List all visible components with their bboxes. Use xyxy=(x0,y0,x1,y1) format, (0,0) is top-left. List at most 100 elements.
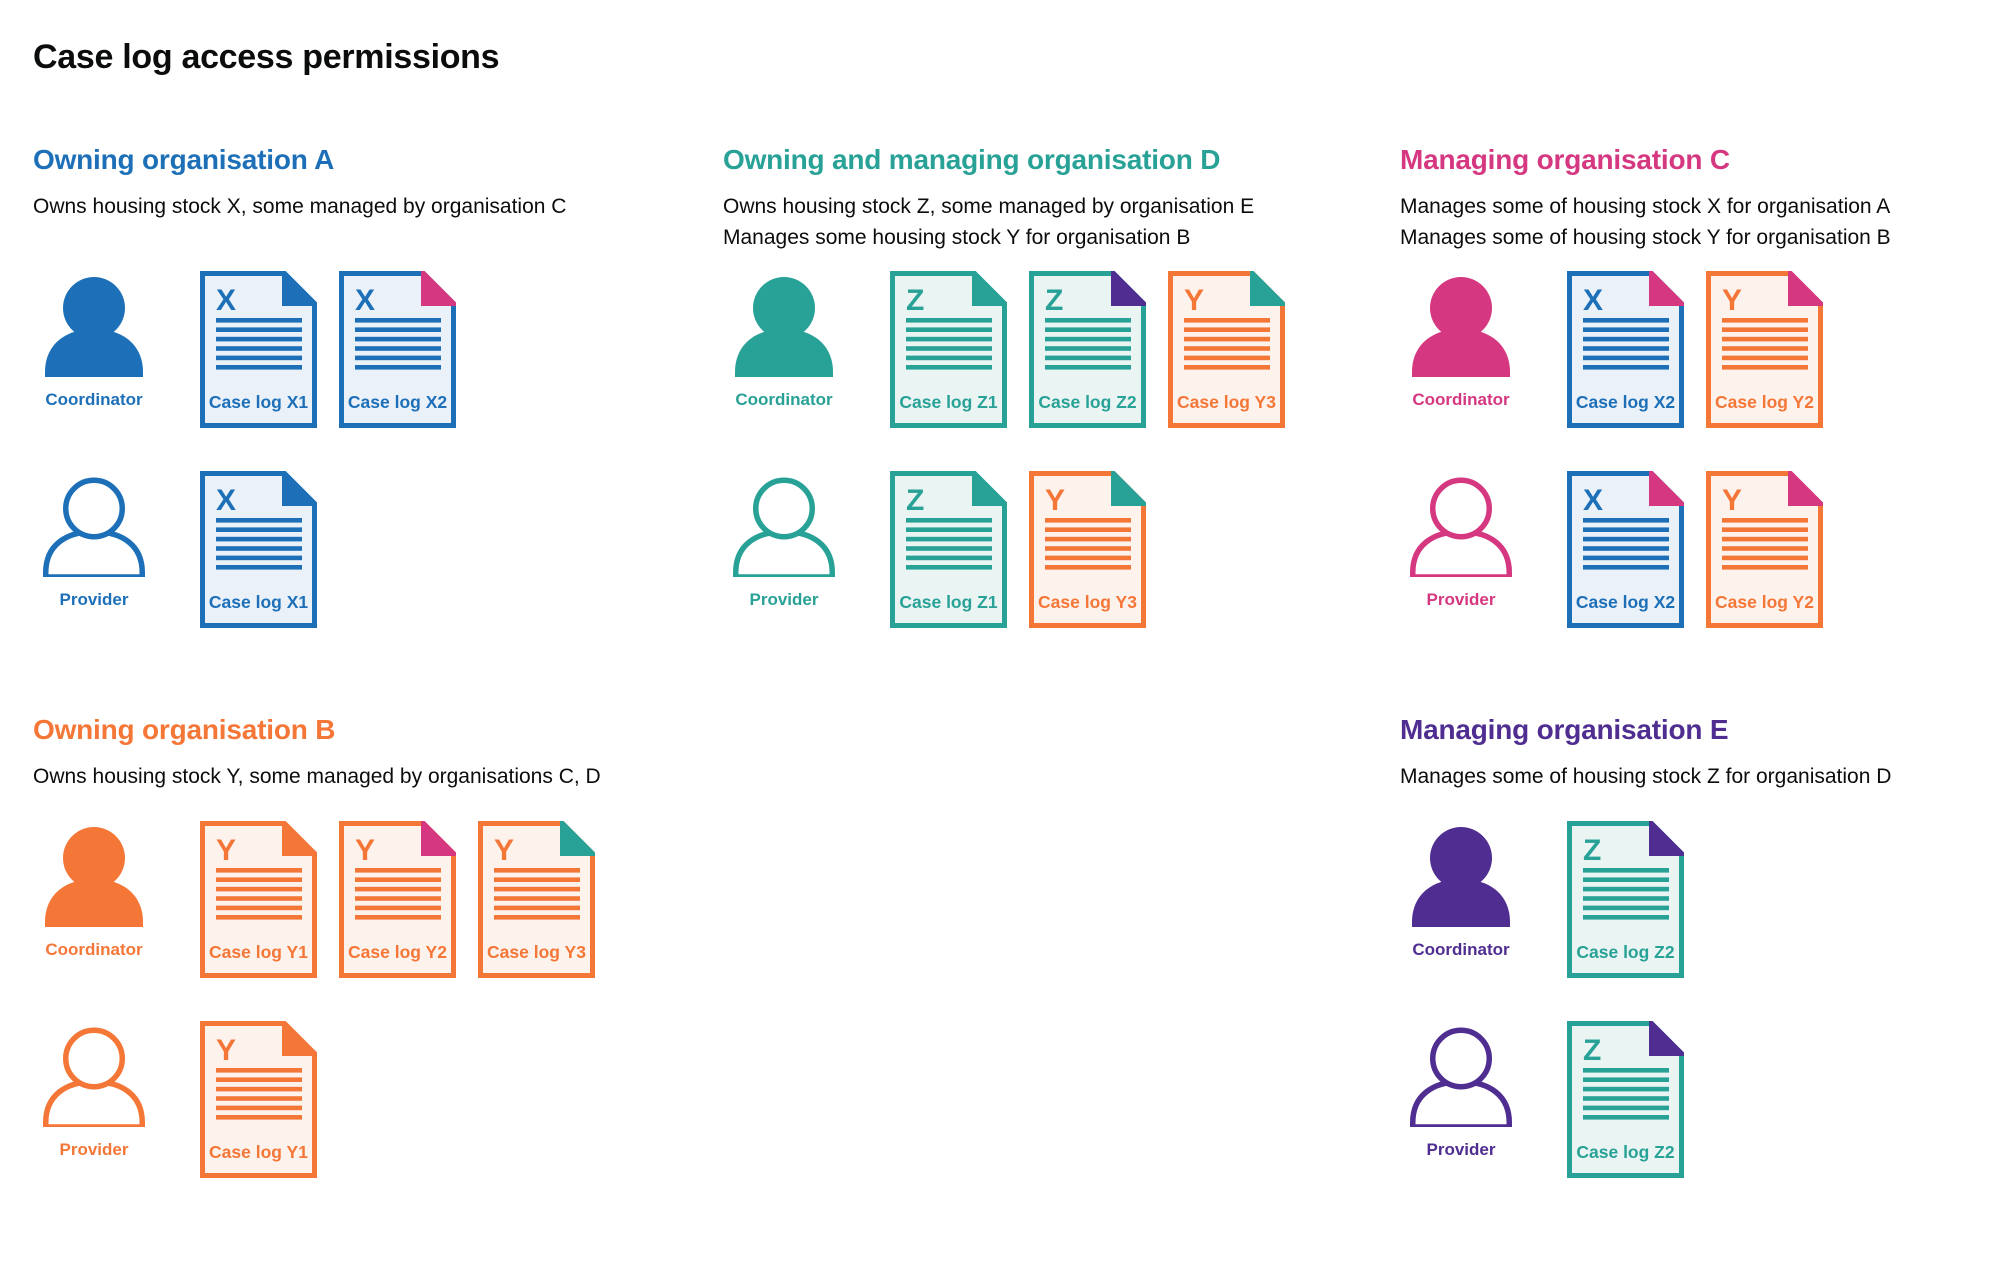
coordinator-person: Coordinator xyxy=(33,271,200,410)
case-log-document-icon: Z Case log Z1 xyxy=(890,471,1007,628)
provider-person: Provider xyxy=(1400,1021,1567,1160)
case-log-document-icon: Y Case log Y2 xyxy=(339,821,456,978)
section-description: Manages some of housing stock Z for orga… xyxy=(1400,761,1998,803)
folded-corner-icon xyxy=(282,821,317,856)
stock-letter: Y xyxy=(1045,484,1065,517)
folded-corner-icon xyxy=(282,471,317,506)
folded-corner-icon xyxy=(282,271,317,306)
document-text-lines xyxy=(1583,868,1669,920)
section-owning-organisation-a: Owning organisation A Owns housing stock … xyxy=(33,143,693,671)
case-log-document-icon: Y Case log Y1 xyxy=(200,821,317,978)
coordinator-person: Coordinator xyxy=(33,821,200,960)
case-log-document-icon: Z Case log Z2 xyxy=(1567,1021,1684,1178)
role-label: Coordinator xyxy=(1412,940,1510,959)
document-text-lines xyxy=(216,1068,302,1120)
case-log-label: Case log Z2 xyxy=(1038,392,1136,412)
document-text-lines xyxy=(1583,518,1669,570)
section-description: Owns housing stock Z, some managed by or… xyxy=(723,191,1383,253)
coordinator-row: Coordinator Z Case log Z2 xyxy=(1400,821,1998,978)
folded-corner-icon xyxy=(1111,471,1146,506)
document-text-lines xyxy=(1045,518,1131,570)
coordinator-row: Coordinator Y Case log Y1 Y Case log Y2 Y Case… xyxy=(33,821,693,978)
section-description: Owns housing stock X, some managed by or… xyxy=(33,191,693,253)
coordinator-person: Coordinator xyxy=(723,271,890,410)
permission-rows: Coordinator X Case log X2 Y Case log Y2 Provi… xyxy=(1400,271,1998,628)
coordinator-icon xyxy=(45,277,143,377)
folded-corner-icon xyxy=(972,471,1007,506)
role-label: Provider xyxy=(1426,1140,1496,1159)
case-log-documents: X Case log X1 X Case log X2 xyxy=(200,271,456,428)
permission-rows: Coordinator Z Case log Z1 Z Case log Z2 Y Case… xyxy=(723,271,1383,628)
stock-letter: X xyxy=(216,484,236,517)
provider-row: Provider Z Case log Z2 xyxy=(1400,1021,1998,1178)
document-text-lines xyxy=(355,318,441,370)
case-log-document-icon: Z Case log Z2 xyxy=(1029,271,1146,428)
case-log-documents: Y Case log Y1 Y Case log Y2 Y Case log Y3 xyxy=(200,821,595,978)
case-log-documents: X Case log X1 xyxy=(200,471,317,628)
permission-rows: Coordinator X Case log X1 X Case log X2 Provi… xyxy=(33,271,693,628)
case-log-document-icon: X Case log X2 xyxy=(1567,471,1684,628)
stock-letter: Z xyxy=(906,284,924,317)
case-log-label: Case log X2 xyxy=(348,392,447,412)
case-log-label: Case log Y1 xyxy=(209,1142,308,1162)
page-title: Case log access permissions xyxy=(33,38,500,76)
role-label: Coordinator xyxy=(45,940,143,959)
case-log-label: Case log X1 xyxy=(209,592,308,612)
section-heading: Owning organisation B xyxy=(33,714,336,745)
document-text-lines xyxy=(216,518,302,570)
coordinator-icon xyxy=(1412,827,1510,927)
case-log-label: Case log Y3 xyxy=(1038,592,1137,612)
role-label: Coordinator xyxy=(1412,390,1510,409)
document-text-lines xyxy=(355,868,441,920)
coordinator-icon xyxy=(735,277,833,377)
case-log-label: Case log X1 xyxy=(209,392,308,412)
folded-corner-icon xyxy=(1788,471,1823,506)
role-label: Coordinator xyxy=(735,390,833,409)
document-text-lines xyxy=(494,868,580,920)
folded-corner-icon xyxy=(421,821,456,856)
role-label: Provider xyxy=(59,1140,129,1159)
case-log-document-icon: Y Case log Y2 xyxy=(1706,271,1823,428)
document-text-lines xyxy=(1045,318,1131,370)
case-log-document-icon: Z Case log Z2 xyxy=(1567,821,1684,978)
case-log-label: Case log Y3 xyxy=(1177,392,1276,412)
section-owning-and-managing-organisation-d: Owning and managing organisation D Owns h… xyxy=(723,143,1383,671)
stock-letter: Z xyxy=(906,484,924,517)
folded-corner-icon xyxy=(1649,471,1684,506)
coordinator-row: Coordinator X Case log X2 Y Case log Y2 xyxy=(1400,271,1998,428)
provider-icon xyxy=(43,477,145,577)
permission-rows: Coordinator Y Case log Y1 Y Case log Y2 Y Case… xyxy=(33,821,693,1178)
case-log-label: Case log Z2 xyxy=(1576,1142,1674,1162)
section-description-line: Owns housing stock Y, some managed by or… xyxy=(33,765,601,788)
folded-corner-icon xyxy=(1111,271,1146,306)
folded-corner-icon xyxy=(1649,1021,1684,1056)
provider-icon xyxy=(733,477,835,577)
case-log-document-icon: Y Case log Y1 xyxy=(200,1021,317,1178)
folded-corner-icon xyxy=(560,821,595,856)
document-text-lines xyxy=(1722,318,1808,370)
stock-letter: Y xyxy=(216,834,236,867)
document-text-lines xyxy=(216,318,302,370)
section-description-line: Manages some of housing stock X for orga… xyxy=(1400,195,1891,218)
provider-row: Provider Z Case log Z1 Y Case log Y3 xyxy=(723,471,1383,628)
section-owning-organisation-b: Owning organisation B Owns housing stock … xyxy=(33,713,693,1221)
section-managing-organisation-c: Managing organisation C Manages some of h… xyxy=(1400,143,1998,671)
section-description: Manages some of housing stock X for orga… xyxy=(1400,191,1998,253)
section-heading: Owning and managing organisation D xyxy=(723,144,1221,175)
role-label: Provider xyxy=(1426,590,1496,609)
section-description-line: Owns housing stock X, some managed by or… xyxy=(33,195,567,218)
provider-icon xyxy=(1410,1027,1512,1127)
document-text-lines xyxy=(1184,318,1270,370)
section-heading: Owning organisation A xyxy=(33,144,335,175)
case-log-document-icon: Y Case log Y3 xyxy=(1029,471,1146,628)
stock-letter: Y xyxy=(1184,284,1204,317)
coordinator-icon xyxy=(45,827,143,927)
stock-letter: Z xyxy=(1583,1034,1601,1067)
section-managing-organisation-e: Managing organisation E Manages some of h… xyxy=(1400,713,1998,1221)
case-log-document-icon: X Case log X1 xyxy=(200,271,317,428)
folded-corner-icon xyxy=(1250,271,1285,306)
folded-corner-icon xyxy=(972,271,1007,306)
case-log-label: Case log Y2 xyxy=(1715,392,1814,412)
case-log-documents: X Case log X2 Y Case log Y2 xyxy=(1567,471,1823,628)
